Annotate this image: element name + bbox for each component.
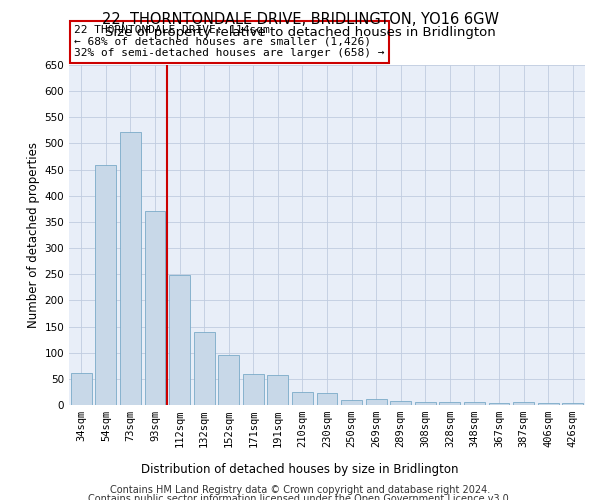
Bar: [488, 403, 509, 405]
Bar: [415, 402, 436, 405]
Bar: [194, 332, 215, 405]
Bar: [145, 212, 166, 405]
Text: 22 THORNTONDALE DRIVE: 114sqm
← 68% of detached houses are smaller (1,426)
32% o: 22 THORNTONDALE DRIVE: 114sqm ← 68% of d…: [74, 25, 385, 58]
Y-axis label: Number of detached properties: Number of detached properties: [27, 142, 40, 328]
Bar: [439, 402, 460, 405]
Bar: [95, 166, 116, 405]
Bar: [317, 394, 337, 405]
Bar: [243, 374, 264, 405]
Text: Distribution of detached houses by size in Bridlington: Distribution of detached houses by size …: [141, 462, 459, 475]
Bar: [268, 375, 289, 405]
Bar: [538, 403, 559, 405]
Bar: [513, 402, 534, 405]
Bar: [390, 402, 411, 405]
Text: Contains public sector information licensed under the Open Government Licence v3: Contains public sector information licen…: [88, 494, 512, 500]
Bar: [464, 402, 485, 405]
Bar: [169, 276, 190, 405]
Text: Contains HM Land Registry data © Crown copyright and database right 2024.: Contains HM Land Registry data © Crown c…: [110, 485, 490, 495]
Text: Size of property relative to detached houses in Bridlington: Size of property relative to detached ho…: [104, 26, 496, 39]
Bar: [71, 372, 92, 405]
Bar: [562, 403, 583, 405]
Text: 22, THORNTONDALE DRIVE, BRIDLINGTON, YO16 6GW: 22, THORNTONDALE DRIVE, BRIDLINGTON, YO1…: [101, 12, 499, 28]
Bar: [341, 400, 362, 405]
Bar: [365, 398, 386, 405]
Bar: [292, 392, 313, 405]
Bar: [218, 356, 239, 405]
Bar: [120, 132, 141, 405]
